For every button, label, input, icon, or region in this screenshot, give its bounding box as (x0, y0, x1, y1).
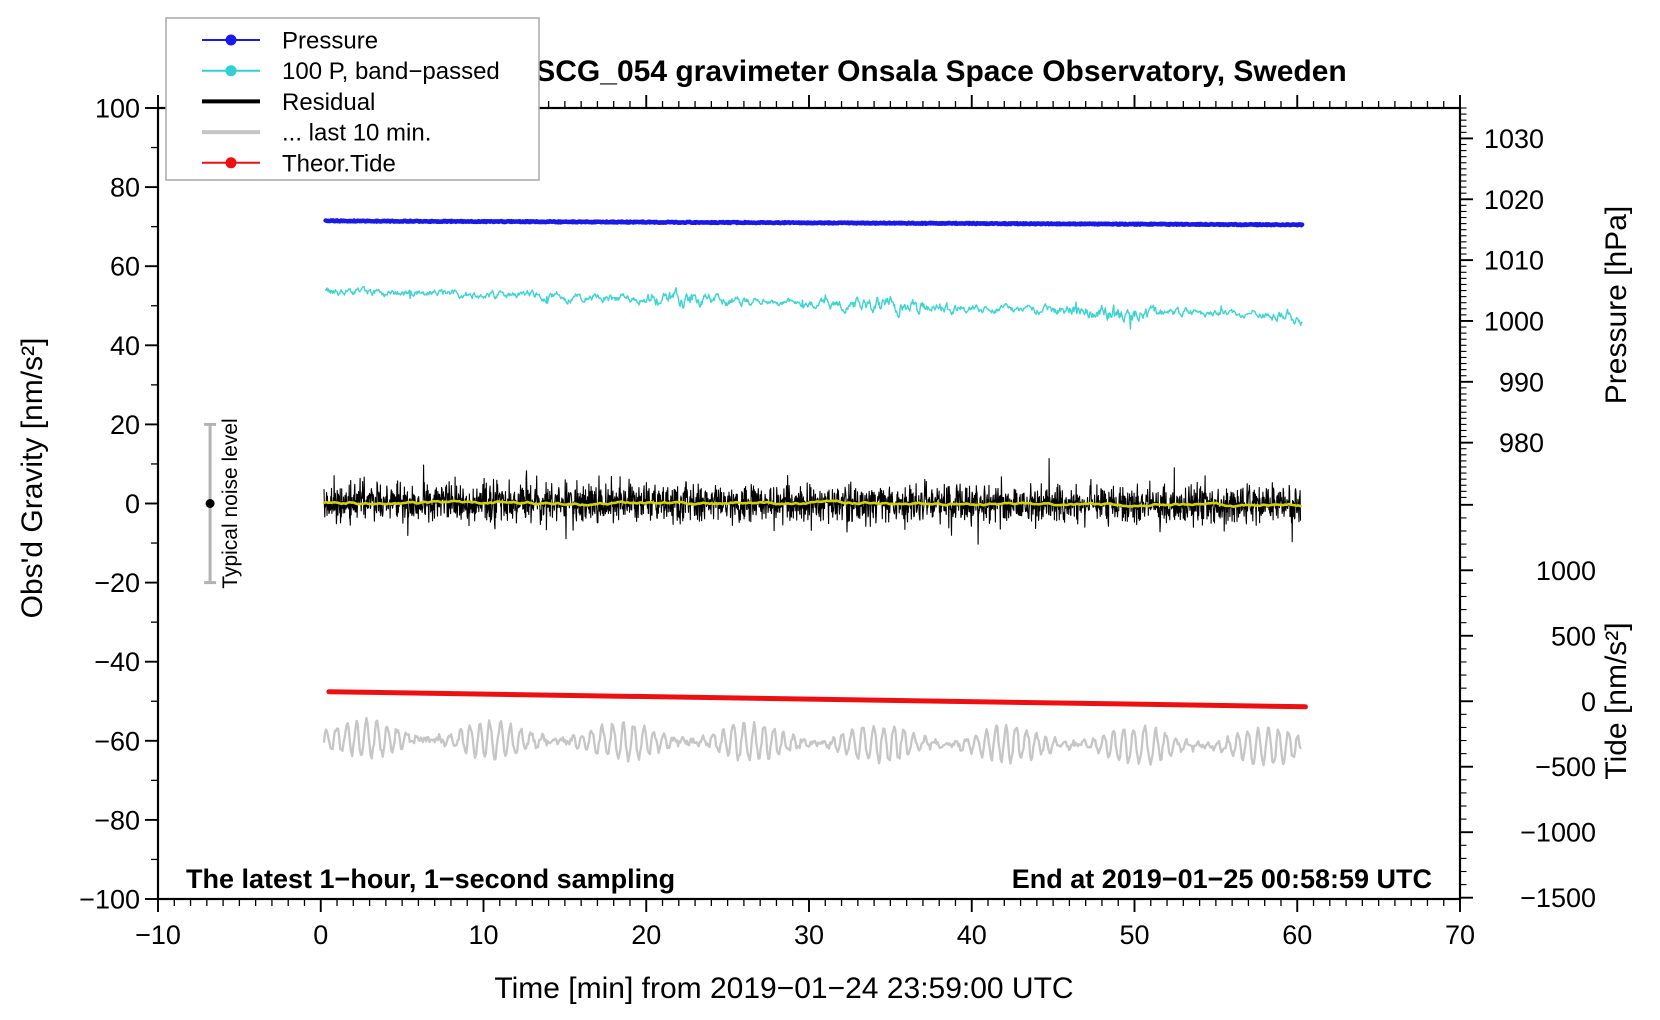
legend-item-2: Residual (202, 89, 375, 116)
annotation-bottom-left: The latest 1−hour, 1−second sampling (186, 864, 675, 894)
gravity-axis-title: Obs'd Gravity [nm/s²] (16, 338, 49, 619)
legend-item-1: 100 P, band−passed (202, 58, 500, 85)
series-bandpassed (324, 285, 1303, 330)
pressure-tick-label: 990 (1499, 367, 1544, 397)
gravity-tick-label: 20 (110, 410, 140, 440)
gravity-tick-label: −100 (79, 885, 140, 915)
legend: Pressure 100 P, band−passed Residual ... la… (165, 17, 540, 181)
y-axis-pressure-ticks (1460, 107, 1473, 498)
tide-tick-label: −1000 (1520, 818, 1596, 848)
series-pressure (323, 218, 1305, 228)
series-tide (326, 689, 1308, 710)
x-tick-label: 60 (1282, 920, 1312, 950)
tide-tick-label: 0 (1581, 687, 1596, 717)
gravity-tick-label: 100 (95, 94, 140, 124)
noise-level-label: Typical noise level (219, 418, 242, 588)
legend-item-0: Pressure (202, 28, 378, 55)
legend-label: Residual (282, 89, 375, 116)
gravity-tick-label: −60 (94, 726, 140, 756)
gravity-tick-label: 60 (110, 252, 140, 282)
noise-level-dot (205, 499, 215, 508)
legend-dot (225, 65, 237, 77)
x-tick-label: 50 (1119, 920, 1149, 950)
x-tick-label: −10 (135, 920, 181, 950)
x-tick-label: 30 (794, 920, 824, 950)
legend-dot (225, 34, 237, 46)
x-tick-label: 0 (313, 920, 328, 950)
gravity-tick-label: −40 (94, 647, 140, 677)
legend-item-4: Theor.Tide (202, 150, 396, 177)
legend-box (165, 17, 540, 181)
y-axis-gravity-ticks (145, 107, 158, 900)
pressure-tick-label: 1000 (1484, 306, 1544, 336)
legend-item-3: ... last 10 min. (202, 120, 431, 147)
annotation-bottom-right: End at 2019−01−25 00:58:59 UTC (1012, 864, 1432, 894)
pressure-tick-label: 1030 (1484, 124, 1544, 154)
pressure-tick-label: 1010 (1484, 246, 1544, 276)
legend-label: 100 P, band−passed (282, 58, 500, 85)
y-axis-tide-ticks (1460, 503, 1473, 899)
tide-axis-title: Tide [nm/s²] (1600, 622, 1633, 779)
gravity-tick-label: 40 (110, 331, 140, 361)
gravity-tick-label: −80 (94, 805, 140, 835)
x-tick-label: 70 (1445, 920, 1475, 950)
legend-label: Pressure (282, 28, 378, 55)
tide-tick-label: 1000 (1536, 556, 1596, 586)
x-tick-label: 20 (631, 920, 661, 950)
legend-label: ... last 10 min. (282, 120, 431, 147)
x-axis-title: Time [min] from 2019−01−24 23:59:00 UTC (494, 972, 1073, 1005)
tide-tick-label: −1500 (1520, 883, 1596, 913)
series-residual-smoothed (322, 499, 1302, 508)
series-last10 (322, 716, 1302, 767)
legend-label: Theor.Tide (282, 150, 396, 177)
data-series (322, 218, 1308, 767)
pressure-axis-title: Pressure [hPa] (1600, 206, 1633, 404)
pressure-tick-label: 1020 (1484, 185, 1544, 215)
gravity-tick-label: 0 (125, 489, 140, 519)
x-tick-label: 10 (468, 920, 498, 950)
noise-level-marker: Typical noise level (204, 418, 242, 589)
legend-dot (225, 157, 237, 169)
tide-tick-label: −500 (1535, 752, 1596, 782)
gravity-tick-label: 80 (110, 173, 140, 203)
gravity-tick-label: −20 (94, 568, 140, 598)
x-tick-label: 40 (957, 920, 987, 950)
chart-title: SCG_054 gravimeter Onsala Space Observat… (535, 55, 1347, 88)
pressure-tick-label: 980 (1499, 428, 1544, 458)
tide-tick-label: 500 (1551, 621, 1596, 651)
